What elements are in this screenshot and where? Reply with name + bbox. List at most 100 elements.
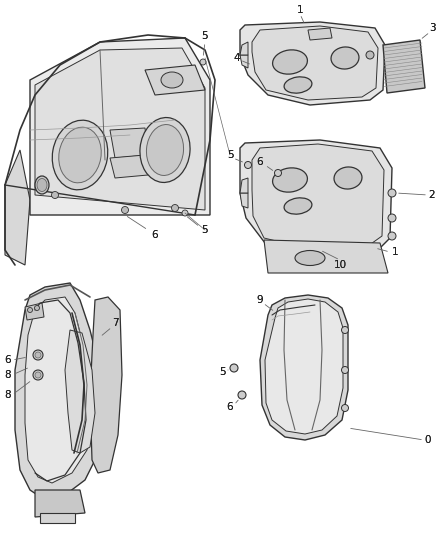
Polygon shape [25, 297, 92, 483]
Polygon shape [240, 193, 248, 208]
Text: 7: 7 [112, 318, 118, 328]
Polygon shape [240, 42, 248, 55]
Text: 5: 5 [227, 150, 233, 160]
Text: 9: 9 [257, 295, 263, 305]
Polygon shape [240, 55, 248, 68]
Polygon shape [240, 178, 248, 193]
Circle shape [244, 161, 251, 168]
Circle shape [33, 370, 43, 380]
Polygon shape [30, 38, 210, 215]
Ellipse shape [52, 120, 108, 190]
Text: 4: 4 [234, 53, 240, 63]
Ellipse shape [295, 251, 325, 265]
Text: 5: 5 [219, 367, 225, 377]
Text: 7: 7 [112, 318, 118, 328]
Text: 5: 5 [201, 31, 208, 41]
Circle shape [33, 350, 43, 360]
Circle shape [28, 308, 32, 312]
Circle shape [366, 51, 374, 59]
Polygon shape [260, 295, 348, 440]
Circle shape [200, 59, 206, 65]
Text: 5: 5 [227, 150, 233, 160]
Text: 9: 9 [257, 295, 263, 305]
Circle shape [230, 364, 238, 372]
Text: 6: 6 [257, 157, 263, 167]
Text: 8: 8 [5, 370, 11, 380]
Ellipse shape [35, 176, 49, 194]
Polygon shape [252, 144, 384, 250]
Ellipse shape [140, 118, 190, 182]
Ellipse shape [284, 77, 312, 93]
Circle shape [182, 210, 188, 216]
Circle shape [342, 367, 349, 374]
Polygon shape [5, 150, 30, 265]
Ellipse shape [334, 167, 362, 189]
Text: 1: 1 [297, 5, 303, 15]
Ellipse shape [272, 168, 307, 192]
Polygon shape [308, 28, 332, 40]
Polygon shape [264, 240, 388, 273]
Circle shape [342, 405, 349, 411]
Text: 8: 8 [5, 370, 11, 380]
Ellipse shape [161, 72, 183, 88]
Text: 5: 5 [201, 31, 208, 41]
Circle shape [238, 391, 246, 399]
Text: 1: 1 [392, 247, 398, 257]
Polygon shape [25, 303, 44, 320]
Text: 6: 6 [227, 402, 233, 412]
Polygon shape [90, 297, 122, 473]
Ellipse shape [331, 47, 359, 69]
Ellipse shape [146, 125, 184, 175]
Circle shape [172, 205, 179, 212]
Text: 10: 10 [333, 260, 346, 270]
Text: 6: 6 [5, 355, 11, 365]
Ellipse shape [272, 50, 307, 74]
Circle shape [35, 372, 41, 378]
Text: 3: 3 [429, 23, 435, 33]
Text: 10: 10 [333, 260, 346, 270]
Text: 5: 5 [201, 225, 208, 235]
Text: 6: 6 [227, 402, 233, 412]
Polygon shape [252, 26, 378, 100]
Polygon shape [265, 299, 343, 434]
Text: 1: 1 [297, 5, 303, 15]
Ellipse shape [59, 127, 101, 183]
Circle shape [35, 352, 41, 358]
Text: 6: 6 [257, 157, 263, 167]
Circle shape [342, 327, 349, 334]
Text: 8: 8 [5, 390, 11, 400]
Circle shape [388, 232, 396, 240]
Text: 8: 8 [5, 390, 11, 400]
Polygon shape [383, 40, 425, 93]
Ellipse shape [37, 179, 47, 191]
Polygon shape [15, 283, 105, 500]
Text: 6: 6 [5, 355, 11, 365]
Text: 2: 2 [429, 190, 435, 200]
Polygon shape [35, 48, 205, 210]
Text: 6: 6 [152, 230, 158, 240]
Circle shape [388, 214, 396, 222]
Circle shape [35, 305, 39, 311]
Polygon shape [240, 140, 392, 255]
Text: 0: 0 [425, 435, 431, 445]
Circle shape [52, 191, 59, 198]
Circle shape [121, 206, 128, 214]
Text: 4: 4 [234, 53, 240, 63]
Polygon shape [35, 490, 85, 517]
Ellipse shape [284, 198, 312, 214]
Text: 6: 6 [152, 230, 158, 240]
Circle shape [388, 189, 396, 197]
Circle shape [275, 169, 282, 176]
Polygon shape [110, 128, 148, 158]
Text: 5: 5 [201, 225, 208, 235]
Text: 0: 0 [425, 435, 431, 445]
Polygon shape [240, 22, 385, 105]
Polygon shape [110, 155, 148, 178]
Polygon shape [40, 513, 75, 523]
Polygon shape [65, 330, 95, 453]
Text: 1: 1 [392, 247, 398, 257]
Polygon shape [145, 65, 205, 95]
Text: 3: 3 [429, 23, 435, 33]
Text: 2: 2 [429, 190, 435, 200]
Text: 5: 5 [219, 367, 225, 377]
